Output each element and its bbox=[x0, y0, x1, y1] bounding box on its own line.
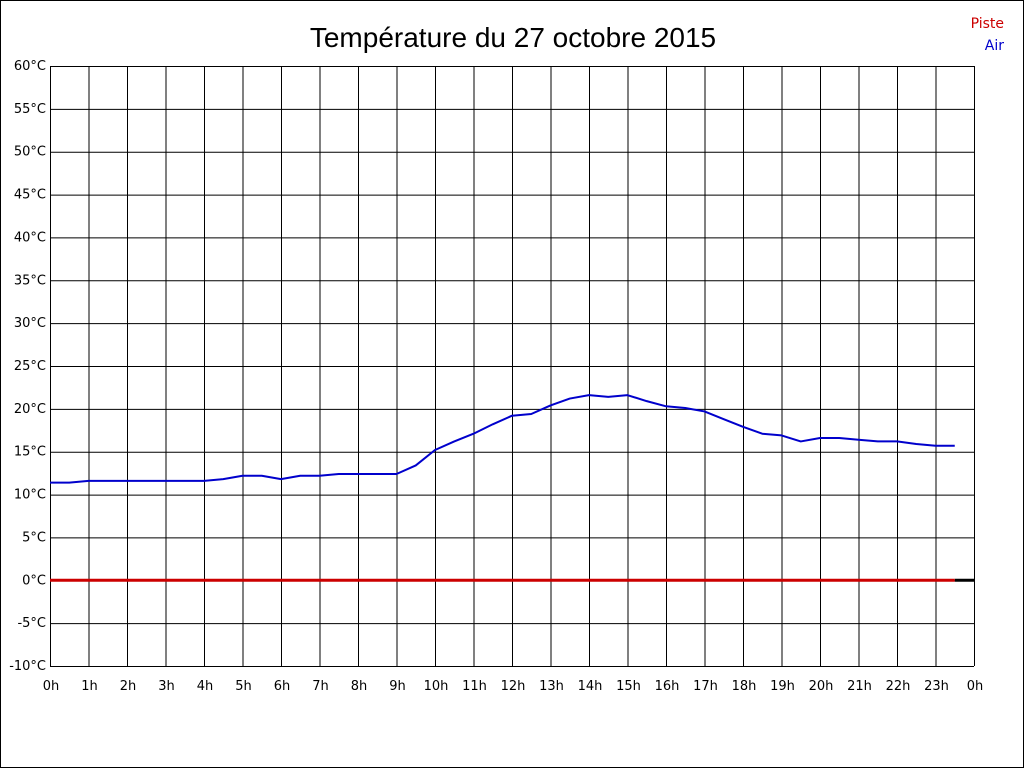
x-tick-label: 10h bbox=[424, 679, 449, 694]
y-tick-label: 50°C bbox=[14, 145, 46, 160]
x-tick-label: 1h bbox=[81, 679, 98, 694]
y-tick-label: 60°C bbox=[14, 59, 46, 74]
y-tick-label: -5°C bbox=[17, 616, 46, 631]
y-tick-label: 20°C bbox=[14, 402, 46, 417]
y-tick-label: 5°C bbox=[22, 530, 46, 545]
x-axis-labels: 0h 1h 2h 3h 4h 5h 6h 7h 8h 9h 10h 11h 12h 13h 14h 15h 16… bbox=[43, 679, 984, 694]
x-tick-label: 15h bbox=[616, 679, 641, 694]
x-tick-label: 7h bbox=[312, 679, 329, 694]
chart-legend: Piste Air bbox=[971, 16, 1005, 54]
x-tick-label: 5h bbox=[235, 679, 252, 694]
y-tick-label: 25°C bbox=[14, 359, 46, 374]
x-tick-label: 20h bbox=[809, 679, 834, 694]
y-tick-label: 10°C bbox=[14, 488, 46, 503]
x-tick-label: 17h bbox=[693, 679, 718, 694]
x-tick-label: 2h bbox=[120, 679, 137, 694]
y-tick-label: 35°C bbox=[14, 273, 46, 288]
chart-title: Température du 27 octobre 2015 bbox=[310, 22, 716, 53]
y-tick-label: 30°C bbox=[14, 316, 46, 331]
x-tick-label: 12h bbox=[501, 679, 526, 694]
x-tick-label: 13h bbox=[539, 679, 564, 694]
x-tick-label: 11h bbox=[462, 679, 487, 694]
x-tick-label: 0h bbox=[43, 679, 60, 694]
x-tick-label: 8h bbox=[351, 679, 368, 694]
y-tick-label: 15°C bbox=[14, 445, 46, 460]
y-tick-label: 55°C bbox=[14, 102, 46, 117]
x-tick-label: 22h bbox=[886, 679, 911, 694]
y-axis-labels: 60°C 55°C 50°C 45°C 40°C 35°C 30°C 25°C 20°C 15°C… bbox=[9, 59, 46, 674]
x-tick-label: 6h bbox=[274, 679, 291, 694]
x-tick-label: 3h bbox=[158, 679, 175, 694]
legend-entry-piste: Piste bbox=[971, 16, 1004, 32]
x-tick-label: 4h bbox=[197, 679, 214, 694]
chart-grid bbox=[50, 66, 975, 667]
series-line-air bbox=[50, 394, 955, 484]
legend-entry-air: Air bbox=[985, 38, 1004, 54]
y-tick-label: 40°C bbox=[14, 230, 46, 245]
chart-series bbox=[50, 394, 974, 582]
y-tick-label: 0°C bbox=[22, 573, 46, 588]
x-tick-label: 21h bbox=[847, 679, 872, 694]
x-tick-label: 23h bbox=[924, 679, 949, 694]
x-tick-label: 0h bbox=[967, 679, 984, 694]
x-tick-label: 19h bbox=[770, 679, 795, 694]
y-tick-label: -10°C bbox=[9, 659, 46, 674]
x-tick-label: 14h bbox=[578, 679, 603, 694]
y-tick-label: 45°C bbox=[14, 188, 46, 203]
x-tick-label: 18h bbox=[732, 679, 757, 694]
x-tick-label: 16h bbox=[655, 679, 680, 694]
x-tick-label: 9h bbox=[389, 679, 406, 694]
